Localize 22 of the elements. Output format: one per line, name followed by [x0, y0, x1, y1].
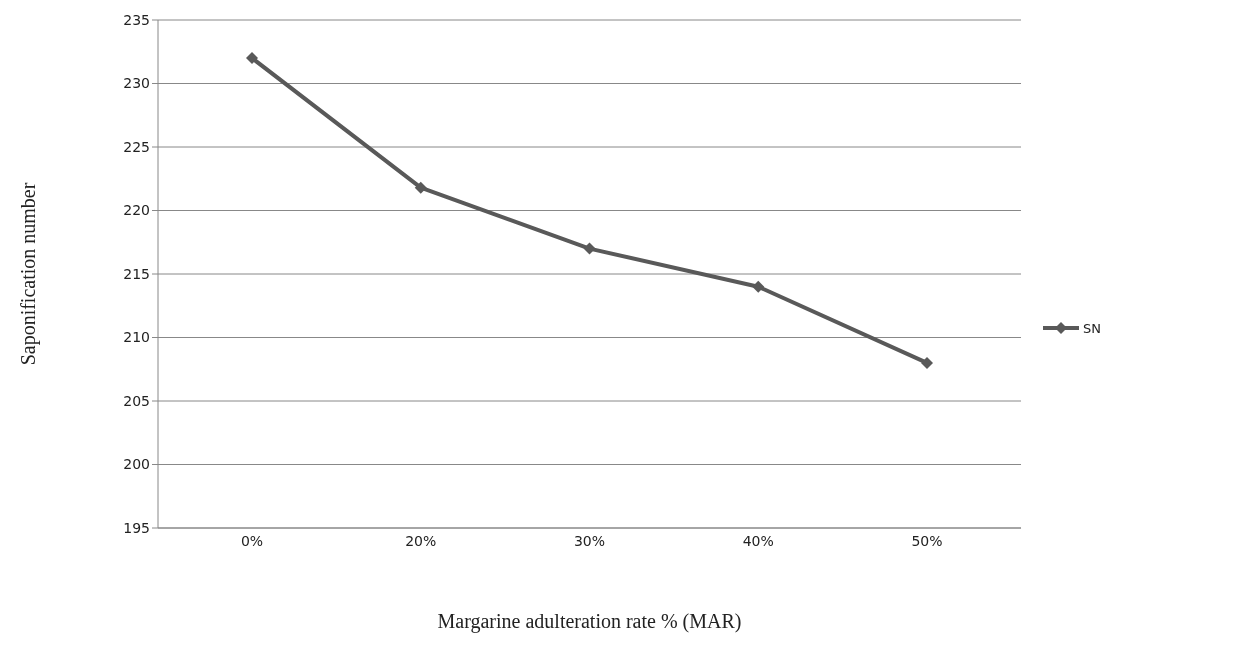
y-tick-label: 210 [123, 329, 150, 346]
y-tick-label: 225 [123, 138, 150, 155]
y-tick-label: 215 [123, 265, 150, 282]
y-tick-label: 230 [123, 75, 150, 92]
x-tick-label: 40% [742, 532, 774, 549]
y-axis-title: Saponification number [17, 182, 41, 366]
y-tick-label: 220 [123, 202, 150, 219]
x-tick-label: 30% [573, 532, 606, 549]
y-tick-label: 195 [123, 519, 150, 536]
point [414, 181, 427, 194]
legend-label: SN [1083, 320, 1101, 336]
point [583, 242, 596, 255]
point [246, 52, 258, 65]
x-axis-title: Margarine adulteration rate % (MAR) [437, 610, 742, 633]
x-tick-label: 0% [240, 532, 264, 549]
point [752, 280, 765, 293]
point [921, 356, 934, 369]
y-tick-label: 205 [123, 392, 150, 409]
x-tick-label: 20% [405, 532, 437, 549]
y-tick-label: 235 [123, 11, 150, 28]
x-tick-label: 50% [911, 532, 943, 549]
y-tick-label: 200 [123, 456, 150, 473]
